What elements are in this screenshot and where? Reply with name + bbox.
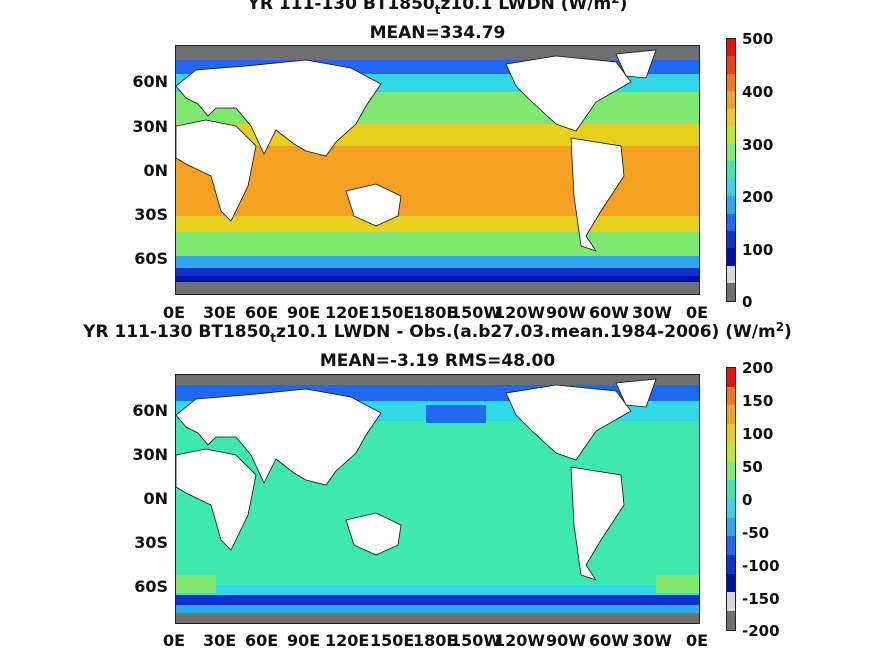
- lat-label: 0N: [143, 161, 168, 180]
- panel1-map: [175, 45, 700, 295]
- panel1-subtitle: MEAN=334.79: [369, 23, 506, 43]
- lat-label: 30N: [132, 445, 168, 464]
- colorbar-segment: [727, 283, 735, 301]
- colorbar-segment: [727, 91, 735, 109]
- lon-label: 30E: [203, 631, 237, 650]
- colorbar-segment: [727, 265, 735, 284]
- colorbar-tick: 100: [742, 241, 774, 259]
- colorbar-tick: 50: [742, 458, 763, 476]
- lon-label: 30E: [203, 303, 237, 322]
- lon-label: 90E: [287, 303, 321, 322]
- colorbar-tick: 200: [742, 359, 774, 377]
- panel2-map: [175, 374, 700, 624]
- lon-label: 120W: [494, 631, 546, 650]
- lon-label: 60W: [589, 303, 629, 322]
- colorbar-segment: [727, 73, 735, 92]
- colorbar-segment: [727, 536, 735, 556]
- lon-label: 120E: [325, 303, 370, 322]
- panel2-subtitle: MEAN=-3.19 RMS=48.00: [319, 351, 556, 371]
- lon-label: 150E: [370, 631, 415, 650]
- colorbar-tick: 100: [742, 425, 774, 443]
- lon-label: 90W: [546, 631, 586, 650]
- colorbar-tick: 150: [742, 392, 774, 410]
- colorbar-tick: 500: [742, 30, 774, 48]
- colorbar-tick: -100: [742, 557, 780, 575]
- lat-label: 0N: [143, 489, 168, 508]
- lon-label: 150W: [450, 303, 502, 322]
- colorbar-tick: 400: [742, 83, 774, 101]
- lat-label: 60S: [134, 577, 168, 596]
- lat-label: 30N: [132, 117, 168, 136]
- colorbar-segment: [727, 213, 735, 231]
- lon-label: 0E: [686, 303, 709, 322]
- colorbar-segment: [727, 39, 735, 57]
- colorbar-segment: [727, 461, 735, 481]
- lat-label: 60N: [132, 401, 168, 420]
- colorbar-segment: [727, 498, 735, 518]
- colorbar-tick: -150: [742, 590, 780, 608]
- colorbar-segment: [727, 573, 735, 593]
- lon-label: 30W: [632, 631, 672, 650]
- colorbar-segment: [727, 178, 735, 197]
- lon-label: 150W: [450, 631, 502, 650]
- colorbar-segment: [727, 56, 735, 74]
- colorbar-segment: [727, 405, 735, 425]
- lon-label: 120E: [325, 631, 370, 650]
- colorbar-segment: [727, 611, 735, 630]
- lon-label: 0E: [163, 303, 186, 322]
- colorbar-tick: -200: [742, 622, 780, 640]
- colorbar-segment: [727, 161, 735, 179]
- lat-label: 30S: [134, 533, 168, 552]
- lon-label: 90W: [546, 303, 586, 322]
- lon-label: 150E: [370, 303, 415, 322]
- panel1-colorbar: [726, 38, 736, 302]
- lon-label: 30W: [632, 303, 672, 322]
- colorbar-segment: [727, 230, 735, 249]
- colorbar-segment: [727, 555, 735, 574]
- lon-label: 90E: [287, 631, 321, 650]
- colorbar-tick: 200: [742, 188, 774, 206]
- lon-label: 120W: [494, 303, 546, 322]
- lon-label: 0E: [163, 631, 186, 650]
- colorbar-segment: [727, 248, 735, 266]
- colorbar-segment: [727, 196, 735, 214]
- lat-label: 60S: [134, 249, 168, 268]
- colorbar-tick: -50: [742, 524, 770, 542]
- panel2-title: YR 111-130 BT1850tz10.1 LWDN - Obs.(a.b2…: [83, 320, 792, 345]
- colorbar-segment: [727, 480, 735, 499]
- colorbar-segment: [727, 108, 735, 127]
- colorbar-segment: [727, 126, 735, 144]
- lon-label: 180E: [413, 631, 458, 650]
- panel2-colorbar: [726, 367, 736, 631]
- panel1-title: YR 111-130 BT1850tz10.1 LWDN (W/m2): [247, 0, 628, 17]
- colorbar-segment: [727, 386, 735, 406]
- colorbar-segment: [727, 517, 735, 537]
- colorbar-segment: [727, 592, 735, 612]
- colorbar-segment: [727, 442, 735, 462]
- lon-label: 0E: [686, 631, 709, 650]
- colorbar-segment: [727, 424, 735, 443]
- lat-label: 30S: [134, 205, 168, 224]
- lon-label: 60E: [245, 303, 279, 322]
- lon-label: 180E: [413, 303, 458, 322]
- colorbar-tick: 0: [742, 293, 753, 311]
- colorbar-tick: 0: [742, 491, 753, 509]
- lat-label: 60N: [132, 72, 168, 91]
- lon-label: 60E: [245, 631, 279, 650]
- colorbar-segment: [727, 368, 735, 387]
- colorbar-segment: [727, 143, 735, 162]
- lon-label: 60W: [589, 631, 629, 650]
- colorbar-tick: 300: [742, 136, 774, 154]
